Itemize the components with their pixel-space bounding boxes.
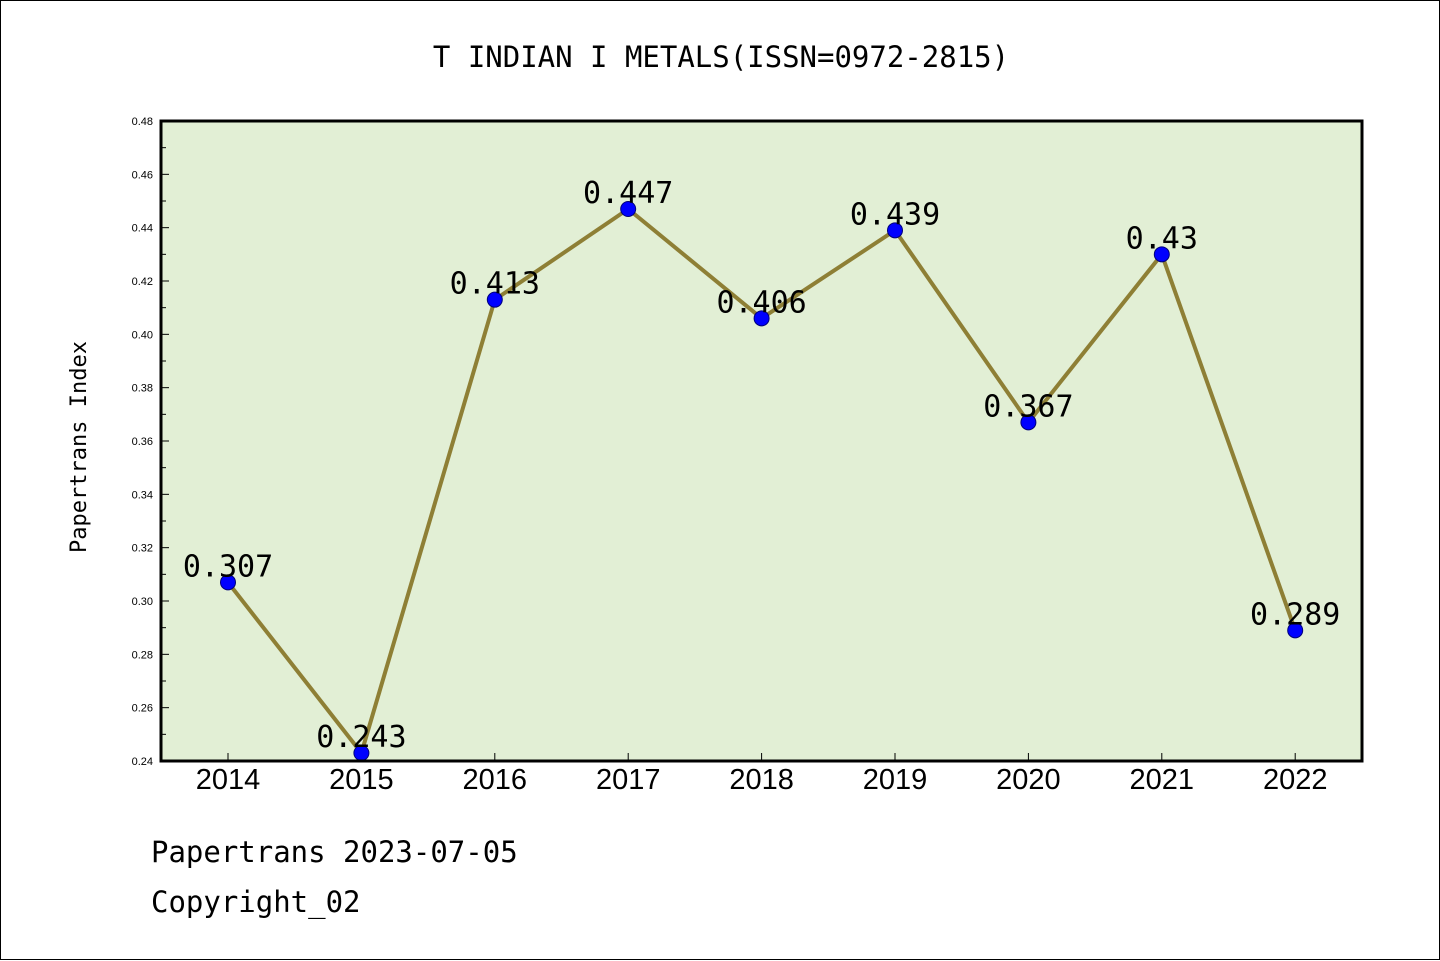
x-tick-label: 2020: [996, 764, 1061, 796]
plot-area: [161, 121, 1362, 761]
data-point: [620, 201, 637, 217]
x-tick-label: 2019: [863, 764, 928, 796]
y-tick-label: 0.26: [132, 703, 153, 715]
x-axis-ticks: 2014 2015 2016 2017 2018 2019 2020 2021 2022: [196, 753, 1328, 796]
data-point: [887, 222, 903, 239]
data-label: 0.439: [850, 197, 940, 232]
y-tick-label: 0.28: [132, 649, 153, 661]
x-tick-label: 2021: [1130, 764, 1195, 796]
data-point: [753, 310, 770, 327]
y-tick-label: 0.32: [132, 543, 153, 555]
data-labels-group: 0.307 0.243 0.413 0.447 0.406 0.439 0.367 0.43 0…: [183, 176, 1341, 755]
series-line-group: [220, 201, 1304, 761]
y-tick-label: 0.44: [132, 223, 153, 235]
data-label: 0.43: [1126, 221, 1198, 256]
y-tick-label: 0.46: [132, 169, 153, 181]
x-tick-label: 2022: [1263, 764, 1328, 796]
y-axis-ticks: 0.24 0.26 0.28 0.30 0.32 0.34 0.36 0.38 0.40 0.42…: [132, 116, 169, 768]
y-tick-label: 0.40: [132, 329, 153, 341]
x-tick-label: 2018: [729, 764, 794, 796]
data-point: [1153, 246, 1170, 263]
data-label: 0.243: [316, 720, 406, 755]
data-label: 0.367: [983, 389, 1073, 424]
data-label: 0.413: [450, 267, 540, 302]
data-label: 0.447: [583, 176, 673, 211]
data-point: [486, 291, 503, 308]
x-tick-label: 2015: [329, 764, 394, 796]
data-label: 0.406: [716, 285, 806, 320]
x-tick-label: 2017: [596, 764, 661, 796]
data-label: 0.289: [1250, 597, 1340, 632]
footer-date: Papertrans 2023-07-05: [151, 835, 518, 869]
chart-title: T INDIAN I METALS(ISSN=0972-2815): [433, 40, 1009, 74]
y-tick-label: 0.38: [132, 383, 153, 395]
y-tick-label: 0.42: [132, 276, 153, 288]
data-point: [220, 574, 236, 591]
x-tick-label: 2016: [463, 764, 528, 796]
footer-copyright: Copyright_02: [151, 885, 361, 919]
data-point: [1287, 622, 1304, 639]
data-label: 0.307: [183, 549, 273, 584]
y-tick-label: 0.30: [132, 596, 153, 608]
y-tick-label: 0.24: [132, 756, 153, 768]
x-tick-label: 2014: [196, 764, 261, 796]
y-tick-label: 0.48: [132, 116, 153, 128]
data-point: [1020, 414, 1037, 431]
plot-border: [159, 119, 1364, 763]
y-axis-label: Papertrans Index: [67, 341, 92, 553]
y-tick-label: 0.34: [132, 489, 153, 501]
y-tick-label: 0.36: [132, 436, 153, 448]
